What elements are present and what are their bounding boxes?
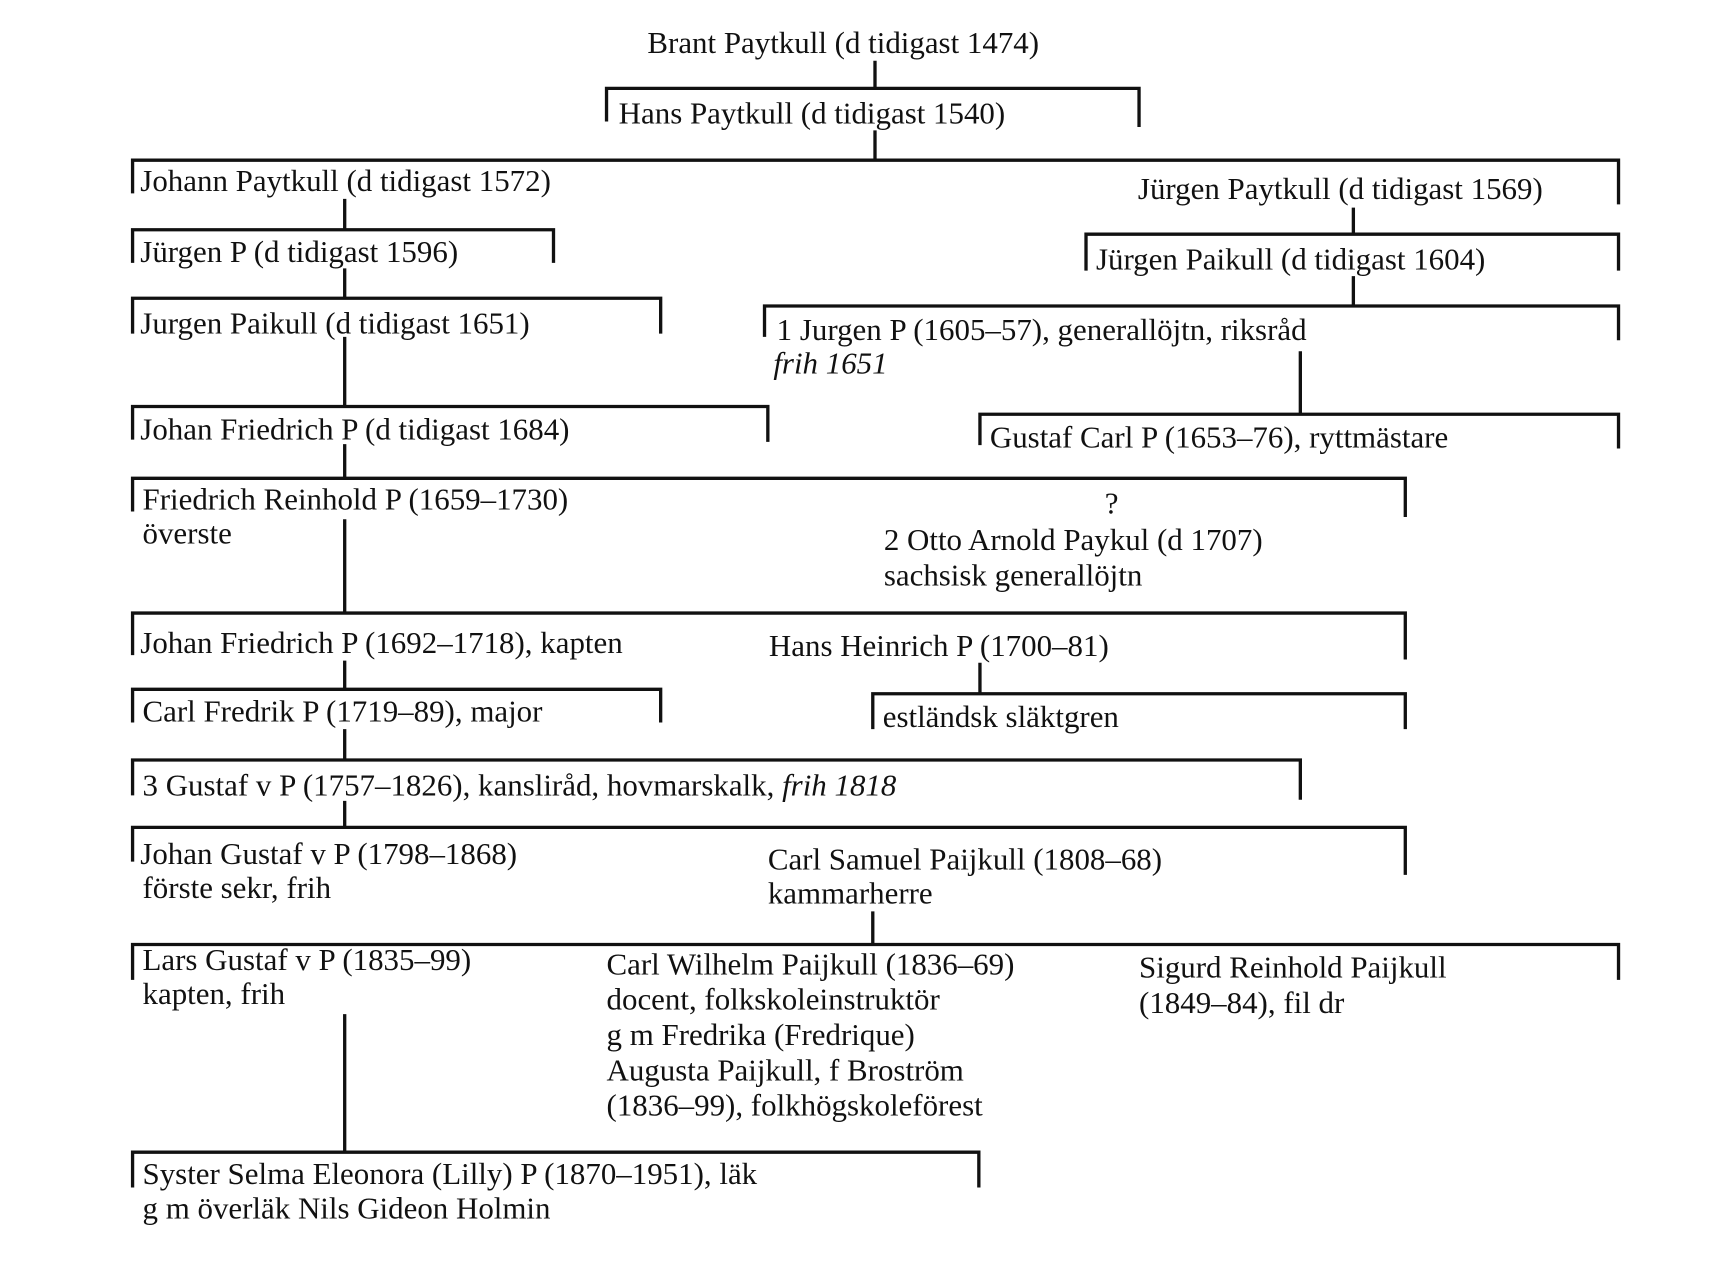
- person-friedrich-reinhold: Friedrich Reinhold P (1659–1730): [143, 481, 569, 516]
- person-carl-samuel-title: kammarherre: [768, 876, 933, 911]
- person-selma: Syster Selma Eleonora (Lilly) P (1870–19…: [143, 1156, 758, 1191]
- person-johan-friedrich-1692: Johan Friedrich P (1692–1718), kapten: [140, 625, 622, 660]
- person-hans: Hans Paytkull (d tidigast 1540): [619, 96, 1006, 131]
- person-johan-gustaf: Johan Gustaf v P (1798–1868): [140, 836, 517, 871]
- person-gustaf-v-p: 3 Gustaf v P (1757–1826), kansliråd, hov…: [143, 767, 897, 802]
- person-selma-line: g m överläk Nils Gideon Holmin: [143, 1190, 551, 1225]
- person-gustaf-v-p-frih: frih 1818: [782, 767, 897, 802]
- person-carl-wilhelm-line: g m Fredrika (Fredrique): [607, 1017, 915, 1052]
- person-johann: Johann Paytkull (d tidigast 1572): [140, 163, 551, 198]
- person-brant: Brant Paytkull (d tidigast 1474): [647, 25, 1039, 60]
- person-johan-friedrich-1684: Johan Friedrich P (d tidigast 1684): [140, 412, 569, 447]
- person-carl-fredrik: Carl Fredrik P (1719–89), major: [143, 693, 544, 728]
- person-otto-arnold: 2 Otto Arnold Paykul (d 1707): [884, 522, 1263, 557]
- person-carl-samuel: Carl Samuel Paijkull (1808–68): [768, 841, 1162, 876]
- person-carl-wilhelm-line: (1836–99), folkhögskoleförest: [607, 1088, 984, 1123]
- person-hans-heinrich: Hans Heinrich P (1700–81): [769, 628, 1109, 663]
- person-lars-gustaf: Lars Gustaf v P (1835–99): [143, 942, 472, 977]
- person-sigurd-line: (1849–84), fil dr: [1139, 985, 1345, 1020]
- person-sigurd: Sigurd Reinhold Paijkull: [1139, 950, 1447, 985]
- person-otto-arnold-title: sachsisk generallöjtn: [884, 557, 1142, 592]
- person-gustaf-carl: Gustaf Carl P (1653–76), ryttmästare: [990, 419, 1448, 454]
- uncertain-mark: ?: [1105, 486, 1119, 521]
- person-jurgen-paytkull: Jürgen Paytkull (d tidigast 1569): [1138, 171, 1543, 206]
- branch-estlandsk: estländsk släktgren: [883, 699, 1119, 734]
- connector-lines: [130, 60, 1621, 1188]
- person-jurgen-paikull-1604: Jürgen Paikull (d tidigast 1604): [1096, 242, 1485, 277]
- person-jurgen-p-1596: Jürgen P (d tidigast 1596): [140, 234, 458, 269]
- person-friedrich-reinhold-title: överste: [143, 515, 232, 550]
- person-carl-wilhelm-line: docent, folkskoleinstruktör: [607, 982, 941, 1017]
- person-carl-wilhelm: Carl Wilhelm Paijkull (1836–69): [607, 946, 1015, 981]
- person-carl-wilhelm-line: Augusta Paijkull, f Broström: [607, 1052, 964, 1087]
- person-gustaf-v-p-main: 3 Gustaf v P (1757–1826), kansliråd, hov…: [143, 767, 783, 802]
- person-jurgen-p-1605: 1 Jurgen P (1605–57), generallöjtn, riks…: [777, 312, 1307, 347]
- person-jurgen-paikull-1651: Jurgen Paikull (d tidigast 1651): [140, 306, 529, 341]
- person-lars-gustaf-title: kapten, frih: [143, 976, 286, 1011]
- person-jurgen-p-1605-title: frih 1651: [773, 345, 887, 380]
- person-johan-gustaf-title: förste sekr, frih: [143, 870, 332, 905]
